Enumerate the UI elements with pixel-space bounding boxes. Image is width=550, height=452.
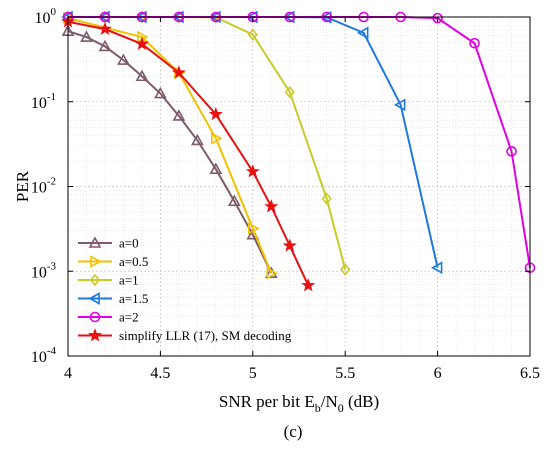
y-tick-label: 10-1: [31, 91, 56, 112]
data-point-4: [432, 12, 443, 24]
x-tick-label: 6.5: [520, 365, 540, 382]
x-tick-label: 5: [249, 365, 257, 382]
data-point-5: [245, 164, 260, 178]
data-point-5: [171, 65, 186, 79]
data-point-1: [266, 266, 278, 280]
legend-marker-5: [87, 328, 103, 342]
panel-label: (c): [284, 422, 303, 441]
data-point-5: [97, 21, 112, 36]
data-point-0: [209, 162, 223, 175]
x-axis-label-tail: (dB): [344, 392, 379, 411]
axis-ticks: 4 4.5 5 5.5 6 6.5 100 10-1 10-2 10-3 10-4: [31, 6, 540, 382]
x-axis-label-mid: /N: [321, 392, 338, 411]
data-point-0: [135, 69, 149, 82]
legend-label-3: a=1.5: [119, 291, 148, 306]
data-point-1: [248, 222, 260, 235]
data-point-0: [227, 194, 241, 207]
data-point-4: [506, 146, 517, 157]
data-point-0: [154, 86, 167, 99]
y-axis-label: PER: [13, 170, 32, 202]
data-point-4: [469, 37, 480, 49]
data-point-2: [247, 28, 258, 41]
series-line-0: [67, 30, 273, 274]
legend: a=0 a=0.5 a=1 a=1.5 a=2 simplify LLR (17), SM…: [78, 236, 292, 343]
data-point-2: [321, 192, 332, 205]
data-point-5: [208, 106, 223, 121]
data-point-0: [191, 133, 204, 146]
x-tick-label: 4.5: [150, 365, 170, 382]
legend-label-0: a=0: [119, 236, 139, 251]
data-point-0: [117, 53, 130, 65]
legend-marker-2: [89, 273, 101, 287]
legend-label-5: simplify LLR (17), SM decoding: [119, 328, 292, 343]
x-axis-label: SNR per bit Eb/N0 (dB): [219, 392, 379, 415]
x-axis-label-sub-b: b: [315, 401, 321, 415]
data-point-1: [211, 131, 223, 145]
x-axis-label-main: SNR per bit E: [219, 392, 315, 411]
series-line-1: [67, 17, 273, 274]
y-tick-label: 100: [35, 6, 57, 27]
legend-marker-1: [90, 255, 102, 268]
data-point-2: [340, 263, 351, 276]
data-point-0: [172, 109, 186, 121]
data-point-3: [357, 26, 369, 40]
data-point-5: [301, 278, 316, 292]
data-point-3: [430, 261, 443, 275]
y-tick-label: 10-2: [31, 176, 56, 197]
legend-marker-3: [88, 292, 100, 305]
data-point-5: [264, 199, 279, 213]
legend-marker-4: [89, 311, 101, 323]
x-axis-label-sub-0: 0: [338, 401, 344, 415]
data-point-0: [80, 30, 93, 42]
legend-label-1: a=0.5: [119, 254, 148, 269]
data-point-0: [98, 39, 112, 52]
x-tick-label: 5.5: [335, 365, 355, 382]
data-point-3: [393, 98, 406, 112]
y-tick-label: 10-3: [31, 260, 57, 281]
legend-marker-0: [88, 236, 102, 248]
data-point-5: [282, 238, 297, 252]
data-point-5: [134, 36, 149, 50]
data-point-2: [284, 85, 295, 99]
legend-label-4: a=2: [119, 310, 139, 325]
y-tick-label: 10-4: [31, 345, 57, 366]
legend-label-2: a=1: [119, 273, 139, 288]
x-tick-label: 4: [64, 365, 72, 382]
x-tick-label: 6: [434, 365, 442, 382]
